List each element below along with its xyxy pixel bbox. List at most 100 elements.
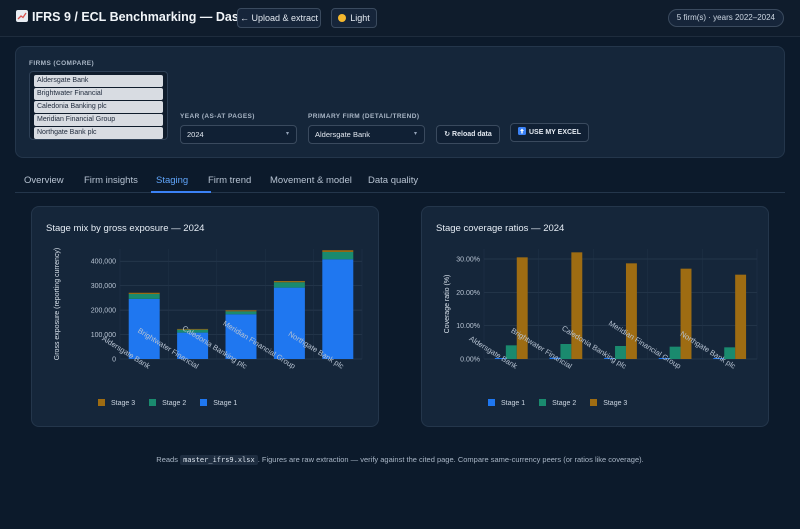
- bar-segment: [128, 298, 160, 359]
- legend-swatch: [149, 399, 157, 406]
- firm-option[interactable]: Meridian Financial Group: [34, 114, 163, 126]
- firm-option[interactable]: Caledonia Banking plc: [34, 101, 163, 113]
- legend-item-stage-2: Stage 2: [149, 399, 186, 407]
- legend-swatch: [539, 399, 547, 406]
- bar: [615, 346, 626, 359]
- chevron-down-icon: ▾: [413, 131, 417, 137]
- footer-note: Reads master_ifrs9.xlsx. Figures are raw…: [0, 455, 800, 465]
- bar: [713, 358, 725, 359]
- use-my-excel-button[interactable]: USE MY EXCEL: [510, 123, 589, 142]
- footer-suffix: . Figures are raw extraction — verify ag…: [257, 455, 644, 464]
- coverage-chart-title: Stage coverage ratios — 2024: [436, 223, 565, 234]
- y-tick-label: 400,000: [91, 259, 116, 266]
- firms-label: FIRMS (COMPARE): [29, 60, 95, 67]
- year-label: YEAR (AS-AT PAGES): [180, 113, 255, 120]
- primary-firm-value: Aldersgate Bank: [315, 130, 371, 139]
- legend-item-stage-1: Stage 1: [488, 399, 525, 407]
- bar: [724, 347, 736, 359]
- y-tick-label: 20.00%: [456, 290, 480, 297]
- filter-panel: FIRMS (COMPARE) Aldersgate Bank Brightwa…: [15, 46, 785, 158]
- legend-label: Stage 1: [213, 400, 238, 407]
- legend-label: Stage 3: [111, 400, 136, 407]
- bar-segment: [177, 329, 209, 333]
- coverage-legend: Stage 1 Stage 2 Stage 3: [488, 399, 639, 407]
- legend-item-stage-3: Stage 3: [98, 399, 135, 407]
- bar-segment: [322, 251, 354, 260]
- firms-multiselect[interactable]: Aldersgate Bank Brightwater Financial Ca…: [29, 71, 168, 140]
- legend-item-stage-3: Stage 3: [590, 399, 627, 407]
- y-tick-label: 10.00%: [456, 323, 480, 330]
- bar-segment: [177, 332, 209, 359]
- bar: [560, 344, 572, 359]
- app-title-text: IFRS 9 / ECL Benchmarking — Dashboard: [32, 10, 282, 24]
- coverage-ratio-chart-card: Stage coverage ratios — 2024 0.00% 10.00%…: [421, 206, 769, 427]
- reload-data-button[interactable]: ↻ Reload data: [436, 125, 500, 144]
- upload-icon: [518, 127, 526, 135]
- bar: [625, 263, 637, 359]
- theme-toggle-label: Light: [350, 13, 370, 23]
- upload-extract-button[interactable]: ← Upload & extract: [237, 8, 321, 28]
- tab-staging[interactable]: Staging: [156, 175, 189, 186]
- y-axis-title: Gross exposure (reporting currency): [54, 248, 61, 360]
- bar-segment: [177, 328, 209, 330]
- bar-segment: [273, 287, 305, 359]
- legend-item-stage-1: Stage 1: [200, 399, 237, 407]
- bar: [571, 252, 583, 359]
- bar: [680, 268, 692, 359]
- legend-label: Stage 2: [162, 400, 187, 407]
- use-my-excel-label: USE MY EXCEL: [529, 129, 581, 136]
- stage-mix-legend: Stage 3 Stage 2 Stage 1: [98, 399, 249, 407]
- status-pill: 5 firm(s) · years 2022–2024: [667, 9, 784, 27]
- bar: [658, 358, 670, 359]
- legend-label: Stage 2: [552, 400, 577, 407]
- app-title: IFRS 9 / ECL Benchmarking — Dashboard: [16, 10, 281, 24]
- top-bar: IFRS 9 / ECL Benchmarking — Dashboard ← …: [0, 0, 800, 37]
- bar-segment: [273, 281, 305, 283]
- tab-firm-insights[interactable]: Firm insights: [84, 175, 138, 186]
- y-tick-label: 0.00%: [460, 357, 480, 364]
- bar-segment: [225, 311, 257, 315]
- legend-label: Stage 1: [501, 400, 526, 407]
- primary-firm-select[interactable]: Aldersgate Bank ▾: [308, 125, 425, 144]
- source-file-name: master_ifrs9.xlsx: [180, 455, 258, 465]
- primary-firm-label: PRIMARY FIRM (DETAIL/TREND): [308, 113, 420, 120]
- y-tick-label: 300,000: [91, 283, 116, 290]
- legend-swatch: [488, 399, 495, 406]
- active-tab-indicator: [151, 191, 211, 193]
- bar: [494, 358, 506, 359]
- bar-segment: [128, 292, 160, 294]
- bar: [505, 345, 517, 359]
- bar: [669, 346, 681, 359]
- year-select[interactable]: 2024 ▾: [180, 125, 297, 144]
- stage-mix-chart: 0100,000200,000300,000400,000Aldersgate …: [54, 248, 363, 371]
- legend-item-stage-2: Stage 2: [539, 399, 576, 407]
- tab-bar: Overview Firm insights Staging Firm tren…: [15, 170, 785, 193]
- firm-option[interactable]: Northgate Bank plc: [34, 127, 163, 139]
- tab-overview[interactable]: Overview: [24, 175, 64, 186]
- firm-option[interactable]: Brightwater Financial: [34, 88, 163, 100]
- bar-segment: [273, 282, 305, 288]
- bar-segment: [225, 310, 257, 312]
- bar-segment: [128, 293, 160, 299]
- y-tick-label: 30.00%: [456, 257, 480, 264]
- chart-logo-icon: [16, 10, 28, 22]
- bar: [516, 257, 528, 359]
- legend-swatch: [98, 399, 105, 406]
- y-tick-label: 100,000: [91, 332, 116, 339]
- tab-firm-trend[interactable]: Firm trend: [208, 175, 252, 186]
- tab-movement-model[interactable]: Movement & model: [270, 175, 352, 186]
- coverage-ratio-chart: 0.00%10.00%20.00%30.00%Aldersgate BankBr…: [444, 249, 758, 371]
- bar: [549, 357, 561, 359]
- y-tick-label: 0: [112, 357, 116, 364]
- stage-mix-chart-title: Stage mix by gross exposure — 2024: [46, 223, 205, 234]
- legend-label: Stage 3: [603, 400, 628, 407]
- bar: [604, 358, 616, 359]
- bar-segment: [322, 250, 354, 252]
- legend-swatch: [200, 399, 208, 406]
- y-tick-label: 200,000: [91, 308, 116, 315]
- theme-toggle-button[interactable]: Light: [331, 8, 377, 28]
- footer-prefix: Reads: [156, 455, 178, 464]
- firm-option[interactable]: Aldersgate Bank: [34, 75, 163, 87]
- tab-data-quality[interactable]: Data quality: [368, 175, 419, 186]
- bar-segment: [225, 314, 257, 359]
